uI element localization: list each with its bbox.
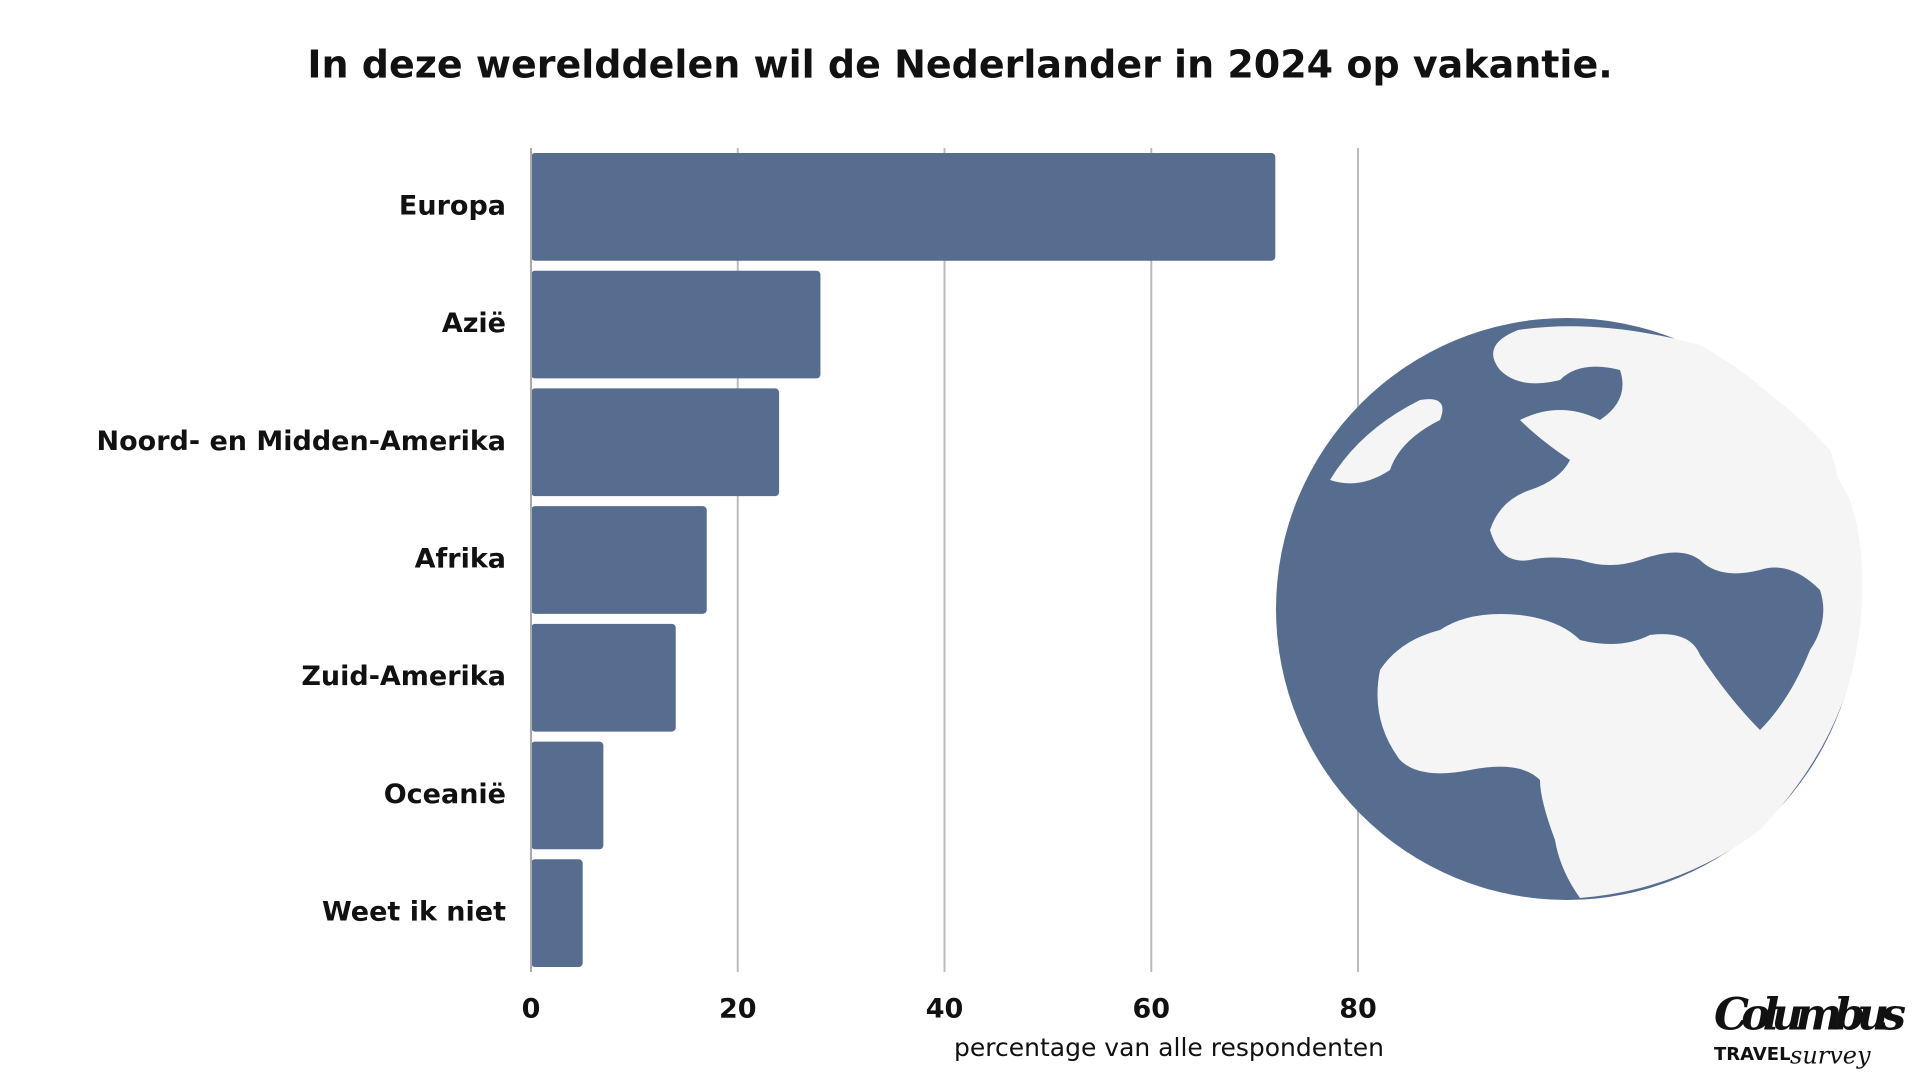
globe xyxy=(1276,318,1863,900)
y-tick-label: Weet ik niet xyxy=(322,897,506,928)
x-tick-label: 80 xyxy=(1339,994,1377,1025)
bar xyxy=(531,270,821,379)
globe-land xyxy=(1330,399,1443,484)
y-tick-label: Oceanië xyxy=(384,779,506,810)
y-tick-label: Afrika xyxy=(415,544,506,575)
y-tick-label: Zuid-Amerika xyxy=(301,661,506,692)
bar xyxy=(531,623,676,732)
x-tick-label: 20 xyxy=(719,994,757,1025)
x-axis-label: percentage van alle respondenten xyxy=(954,1033,1384,1062)
y-tick-label: Europa xyxy=(399,190,506,221)
bar xyxy=(531,859,583,967)
y-tick-label: Azië xyxy=(442,308,506,339)
bar xyxy=(531,741,604,850)
x-tick-label: 0 xyxy=(522,994,541,1025)
globe-land xyxy=(1650,340,1838,520)
logo-line1: TRAVEL xyxy=(1714,1044,1791,1065)
bar xyxy=(531,388,780,497)
bars xyxy=(531,153,1276,967)
bar xyxy=(531,506,707,614)
logo-name: Columbus xyxy=(1714,990,1906,1041)
chart-title: In deze werelddelen wil de Nederlander i… xyxy=(307,43,1612,87)
logo-line2: survey xyxy=(1790,1042,1871,1070)
y-tick-label: Noord- en Midden-Amerika xyxy=(97,426,506,457)
x-tick-label: 60 xyxy=(1132,994,1170,1025)
bar xyxy=(531,153,1276,261)
x-tick-label: 40 xyxy=(926,994,964,1025)
globe-land xyxy=(1377,326,1863,898)
